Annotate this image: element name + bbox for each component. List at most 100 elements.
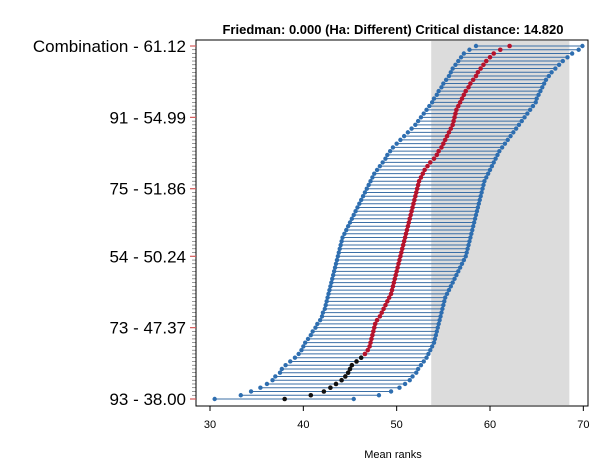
upper-point xyxy=(476,201,481,206)
upper-point xyxy=(421,359,426,364)
upper-point xyxy=(491,160,496,165)
mean-point xyxy=(413,193,418,199)
lower-point xyxy=(330,276,335,282)
y-axis-labels: Combination - 61.12 91 - 54.99 75 - 51.86 5… xyxy=(33,37,196,409)
mean-point xyxy=(454,107,459,113)
mean-point xyxy=(339,377,344,383)
lower-point xyxy=(340,235,345,240)
lower-point xyxy=(372,171,377,176)
mean-point xyxy=(402,235,408,240)
lower-point xyxy=(421,111,426,116)
mean-point xyxy=(422,167,427,173)
mean-point xyxy=(444,133,450,139)
lower-point xyxy=(273,374,278,379)
mean-point xyxy=(393,272,399,278)
upper-point xyxy=(569,51,575,56)
upper-point xyxy=(540,85,545,90)
upper-point xyxy=(565,55,570,60)
upper-point xyxy=(397,385,402,390)
lower-point xyxy=(473,43,479,49)
upper-point xyxy=(519,118,524,124)
lower-point xyxy=(434,92,439,98)
lower-point xyxy=(364,186,369,191)
upper-point xyxy=(439,310,444,315)
lower-point xyxy=(332,265,338,270)
upper-point xyxy=(432,336,438,342)
mean-point xyxy=(418,175,424,180)
upper-point xyxy=(442,299,447,304)
x-tick-label: 60 xyxy=(484,419,496,431)
upper-point xyxy=(467,239,472,244)
mean-point xyxy=(371,329,376,334)
lower-point xyxy=(308,332,313,338)
mean-point xyxy=(468,81,473,86)
lower-point xyxy=(334,257,340,263)
upper-point xyxy=(438,314,443,319)
upper-point xyxy=(484,175,489,180)
upper-point xyxy=(469,231,474,236)
mean-point xyxy=(453,111,458,116)
lower-point xyxy=(405,130,411,135)
lower-point xyxy=(418,115,424,120)
x-axis: 30 40 50 60 70 xyxy=(204,406,589,431)
mean-point xyxy=(446,130,452,135)
lower-point xyxy=(283,363,288,368)
mean-point xyxy=(403,231,409,237)
y-tick-label: Combination - 61.12 xyxy=(33,37,186,56)
plot-frame xyxy=(195,39,589,407)
upper-point xyxy=(473,212,479,218)
upper-point xyxy=(418,363,424,368)
upper-point xyxy=(508,133,513,139)
lower-point xyxy=(446,73,452,79)
mean-point xyxy=(365,347,371,353)
upper-point xyxy=(553,66,558,71)
mean-point xyxy=(406,220,412,225)
mean-point xyxy=(415,182,421,188)
lower-point xyxy=(317,317,323,323)
mean-point xyxy=(431,156,437,161)
upper-point xyxy=(527,107,533,113)
upper-point xyxy=(388,389,394,394)
lower-point xyxy=(339,239,344,244)
lower-point xyxy=(377,163,383,169)
upper-point xyxy=(433,332,439,338)
mean-point xyxy=(400,242,406,248)
mean-point xyxy=(397,257,402,263)
mean-point xyxy=(388,291,394,297)
lower-point xyxy=(439,85,444,90)
mean-point xyxy=(398,253,403,259)
mean-point xyxy=(416,178,422,184)
upper-point xyxy=(459,261,465,267)
mean-point xyxy=(497,47,503,53)
upper-point xyxy=(443,295,448,300)
lower-point xyxy=(458,55,464,60)
lower-point xyxy=(467,47,472,52)
mean-point xyxy=(442,137,448,143)
upper-point xyxy=(457,265,463,270)
mean-point xyxy=(374,317,380,323)
lower-point xyxy=(409,126,414,131)
mean-point xyxy=(481,62,486,68)
mean-point xyxy=(483,58,489,64)
upper-point xyxy=(549,70,554,75)
lower-point xyxy=(279,366,285,372)
lower-point xyxy=(345,224,351,229)
lower-point xyxy=(394,141,399,146)
upper-point xyxy=(525,111,530,116)
lower-point xyxy=(429,100,435,105)
upper-point xyxy=(474,209,480,214)
lower-point xyxy=(328,284,333,289)
upper-point xyxy=(556,62,562,67)
lower-point xyxy=(212,396,217,402)
upper-point xyxy=(480,186,485,191)
mean-point xyxy=(452,115,457,120)
upper-point xyxy=(478,194,483,199)
upper-point xyxy=(456,269,461,274)
upper-point xyxy=(468,235,473,240)
upper-point xyxy=(477,197,482,203)
lower-point xyxy=(370,175,375,180)
mean-point xyxy=(475,69,481,75)
mean-point xyxy=(354,359,359,364)
upper-point xyxy=(516,122,522,128)
